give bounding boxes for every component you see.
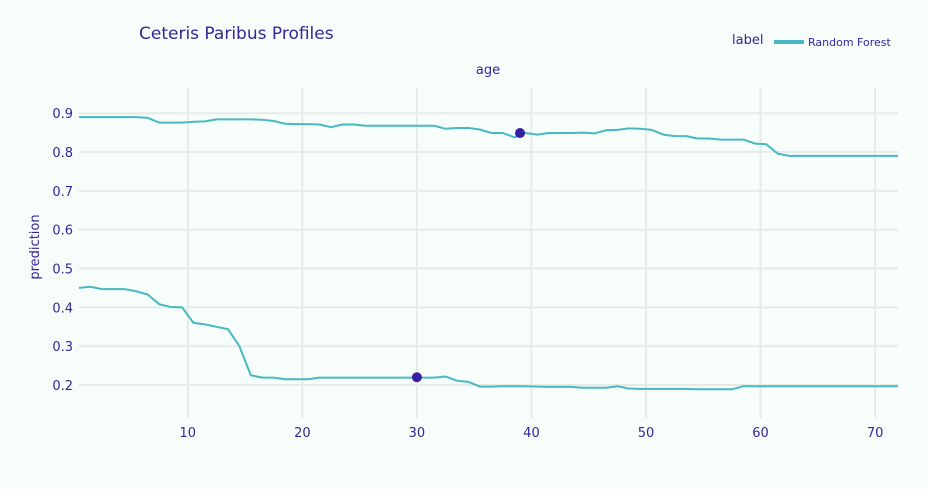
y-tick-label: 0.6 — [52, 224, 73, 239]
x-tick-label: 50 — [638, 426, 655, 441]
tick-layer: 10 20 30 40 50 60 70 0.2 0.3 0.4 0.5 0.6 0.7 0.8 0.9 — [52, 107, 883, 441]
legend-entry-label: Random Forest — [808, 36, 891, 49]
series-line-1[interactable] — [79, 116, 898, 157]
x-tick-label: 60 — [752, 426, 769, 441]
y-axis-label: prediction — [28, 214, 43, 279]
x-tick-label: 30 — [409, 426, 426, 441]
subplot-title: age — [476, 63, 500, 78]
grid-layer — [79, 88, 898, 418]
series-line-2[interactable] — [78, 285, 898, 391]
y-tick-label: 0.2 — [52, 379, 73, 394]
series-layer — [78, 116, 898, 391]
y-tick-label: 0.7 — [52, 185, 73, 200]
chart-title: Ceteris Paribus Profiles — [139, 24, 334, 44]
observation-point-1[interactable] — [515, 128, 525, 139]
y-tick-label: 0.8 — [52, 146, 73, 161]
y-tick-label: 0.3 — [52, 340, 73, 355]
y-tick-label: 0.9 — [52, 107, 73, 122]
observation-point-2[interactable] — [411, 372, 422, 383]
y-tick-label: 0.4 — [52, 301, 73, 316]
legend-title: label — [732, 33, 763, 48]
y-tick-label: 0.5 — [52, 263, 73, 278]
observation-layer — [411, 128, 525, 383]
x-tick-label: 20 — [294, 426, 311, 441]
x-tick-label: 40 — [523, 426, 540, 441]
x-tick-label: 70 — [867, 426, 884, 441]
legend[interactable]: label Random Forest — [732, 33, 891, 49]
x-tick-label: 10 — [180, 426, 197, 441]
